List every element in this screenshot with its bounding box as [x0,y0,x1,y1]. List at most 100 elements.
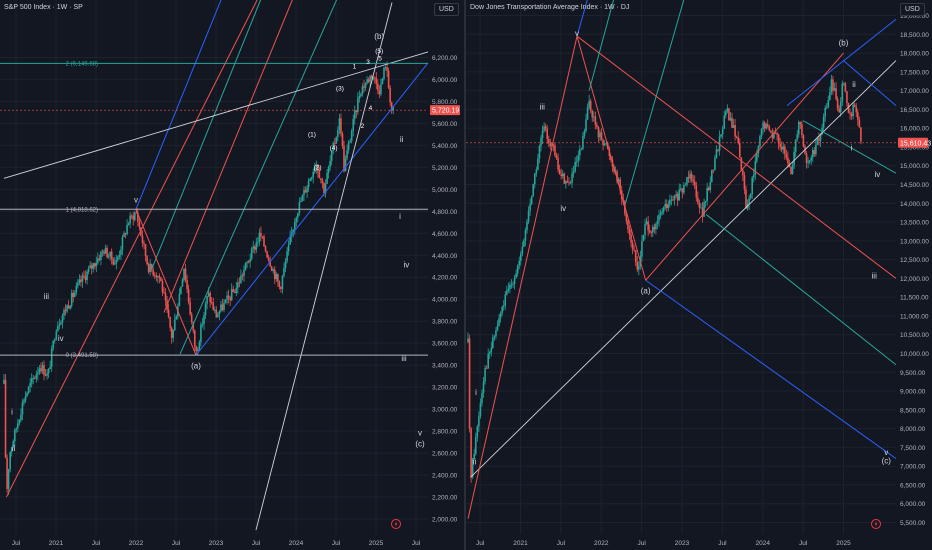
candle [67,305,70,309]
trend-line[interactable] [624,0,722,204]
candle [47,369,50,374]
candle [549,142,552,147]
candle [26,392,28,397]
wave-label: 1 [353,63,357,70]
trend-line[interactable] [179,0,384,355]
sp500-chart-panel[interactable]: 2,000.00 2,200.00 2,400.00 2,600.00 2,800.00… [0,0,464,550]
trend-line[interactable] [645,279,897,460]
trend-line[interactable] [576,35,897,279]
candle [751,177,753,195]
wave-label: v [884,448,888,457]
candle [557,158,559,170]
candle [540,138,542,146]
candle [275,274,278,280]
trend-line[interactable] [255,2,393,531]
candle [543,126,545,131]
trend-line[interactable] [576,36,647,281]
trend-line[interactable] [645,52,844,281]
candle [209,292,211,303]
candle [253,246,256,250]
last-price-tag[interactable] [898,137,928,148]
candle [27,386,30,393]
last-price-tag[interactable] [430,105,460,116]
trend-line[interactable] [467,36,578,519]
trend-line[interactable] [786,18,897,107]
candle [280,286,282,289]
candle [240,275,242,284]
trend-line[interactable] [843,60,897,107]
candle [258,232,261,242]
candle [737,137,740,144]
y-tick-label: 7,000.00 [900,464,926,471]
y-tick-label: 2,000.00 [432,517,458,524]
candle [57,325,59,332]
wave-label: iii [44,292,50,301]
lightning-icon[interactable] [871,519,881,529]
trend-line[interactable] [588,0,650,91]
candle [29,383,31,387]
last-price-label: 5,720.19 [432,108,459,115]
y-tick-label: 2,800.00 [432,429,458,436]
candle [588,100,590,108]
price-axis[interactable] [898,0,932,550]
candle [137,213,139,222]
panel-divider[interactable] [464,0,466,550]
candle [277,274,279,282]
wave-label: (1) [308,132,316,139]
candle [552,144,555,146]
candle [340,118,342,134]
price-axis[interactable] [430,0,464,550]
candle [779,143,781,147]
trend-line[interactable] [135,0,336,210]
candle [467,338,469,343]
sp500-chart-svg[interactable]: 2,000.00 2,200.00 2,400.00 2,600.00 2,800.00… [0,0,464,550]
candle [829,92,831,101]
candle [261,236,264,238]
sp500-currency[interactable]: USD [434,3,459,16]
lightning-icon[interactable] [391,519,401,529]
candle [474,437,477,454]
trend-line[interactable] [470,60,897,478]
x-tick-label: Jul [12,540,21,547]
candle [577,155,580,162]
x-tick-label: Jul [332,540,341,547]
candle [669,199,671,205]
candle [681,188,684,193]
djt-chart-svg[interactable]: 5,500.00 6,000.00 6,500.00 7,000.00 7,500.00… [466,0,932,550]
candle [370,75,373,78]
trend-line[interactable] [163,0,368,313]
candle [738,143,741,158]
candle [488,352,491,355]
y-tick-label: 8,500.00 [900,407,926,414]
wave-label: iv [58,334,64,343]
candle [17,423,19,429]
candle [367,79,370,82]
candle [822,116,825,128]
candle [712,169,715,171]
candle [293,222,296,230]
candle [224,299,227,303]
candle [218,311,221,315]
candle [490,348,493,353]
candle [140,227,142,236]
trend-line[interactable] [3,51,429,179]
candle [189,302,191,315]
y-tick-label: 4,000.00 [432,297,458,304]
trend-line[interactable] [576,0,625,37]
candle [163,292,165,294]
trend-line[interactable] [135,209,197,356]
candle [619,179,621,191]
candle [247,262,250,263]
candle [317,164,319,172]
y-tick-label: 14,000.00 [900,201,929,208]
candle [723,115,726,129]
x-tick-label: 2025 [369,540,384,547]
djt-chart-panel[interactable]: 5,500.00 6,000.00 6,500.00 7,000.00 7,500.00… [466,0,932,550]
djt-currency[interactable]: USD [900,3,925,16]
trend-line[interactable] [802,120,897,174]
trend-line[interactable] [151,0,344,269]
trend-line[interactable] [5,0,400,498]
candle [33,378,36,379]
x-tick-label: 2025 [836,540,851,547]
trend-line[interactable] [705,214,897,366]
